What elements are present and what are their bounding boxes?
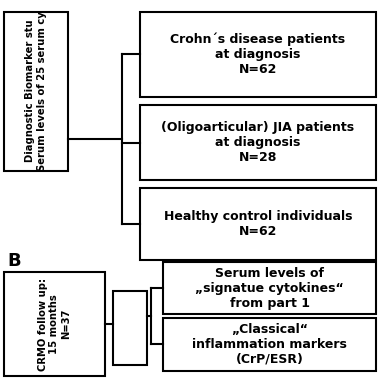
Text: Healthy control individuals
N=62: Healthy control individuals N=62 (164, 210, 352, 238)
FancyBboxPatch shape (4, 272, 105, 376)
FancyBboxPatch shape (140, 188, 376, 260)
Text: „Classical“
inflammation markers
(CrP/ESR): „Classical“ inflammation markers (CrP/ES… (192, 323, 347, 366)
Text: B: B (8, 252, 21, 270)
FancyBboxPatch shape (140, 12, 376, 97)
Text: Crohn´s disease patients
at diagnosis
N=62: Crohn´s disease patients at diagnosis N=… (170, 33, 346, 76)
Text: (Oligoarticular) JIA patients
at diagnosis
N=28: (Oligoarticular) JIA patients at diagnos… (161, 121, 355, 164)
Text: Serum levels of
„signatue cytokines“
from part 1: Serum levels of „signatue cytokines“ fro… (195, 267, 344, 310)
FancyBboxPatch shape (113, 291, 147, 365)
FancyBboxPatch shape (163, 262, 376, 314)
Text: Diagnostic Biomarker stu
Serum levels of 25 serum cy: Diagnostic Biomarker stu Serum levels of… (25, 11, 47, 171)
FancyBboxPatch shape (140, 105, 376, 180)
FancyBboxPatch shape (4, 12, 68, 171)
FancyBboxPatch shape (163, 318, 376, 371)
Text: CRMO follow up:
15 months
N=37: CRMO follow up: 15 months N=37 (38, 277, 71, 371)
